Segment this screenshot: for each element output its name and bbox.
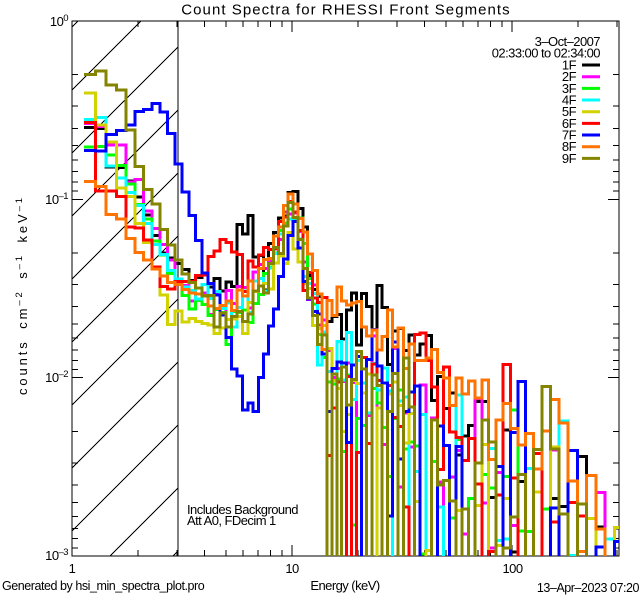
svg-text:02:33:00 to 02:34:00: 02:33:00 to 02:34:00 <box>492 46 601 61</box>
svg-text:4F: 4F <box>562 93 577 108</box>
svg-text:3–Oct–2007: 3–Oct–2007 <box>535 34 601 49</box>
svg-text:Energy (keV): Energy (keV) <box>310 578 379 593</box>
svg-text:7F: 7F <box>562 128 577 143</box>
svg-text:13–Apr–2023 07:20: 13–Apr–2023 07:20 <box>537 581 640 595</box>
svg-text:Includes Background: Includes Background <box>187 502 298 517</box>
svg-text:100: 100 <box>502 561 522 576</box>
svg-text:10: 10 <box>285 561 299 576</box>
svg-text:1: 1 <box>69 561 76 576</box>
svg-text:9F: 9F <box>562 151 577 166</box>
svg-text:8F: 8F <box>562 139 577 154</box>
svg-text:Att A0, FDecim 1: Att A0, FDecim 1 <box>187 513 276 528</box>
svg-text:Count Spectra for RHESSI Front: Count Spectra for RHESSI Front Segments <box>181 2 510 19</box>
svg-text:3F: 3F <box>562 81 577 96</box>
svg-text:Generated by hsi_min_spectra_p: Generated by hsi_min_spectra_plot.pro <box>2 579 205 593</box>
svg-text:2F: 2F <box>562 69 577 84</box>
svg-text:6F: 6F <box>562 116 577 131</box>
svg-text:counts cm–2 s–1 keV–1: counts cm–2 s–1 keV–1 <box>14 195 30 395</box>
svg-text:1F: 1F <box>562 58 577 73</box>
svg-text:5F: 5F <box>562 104 577 119</box>
